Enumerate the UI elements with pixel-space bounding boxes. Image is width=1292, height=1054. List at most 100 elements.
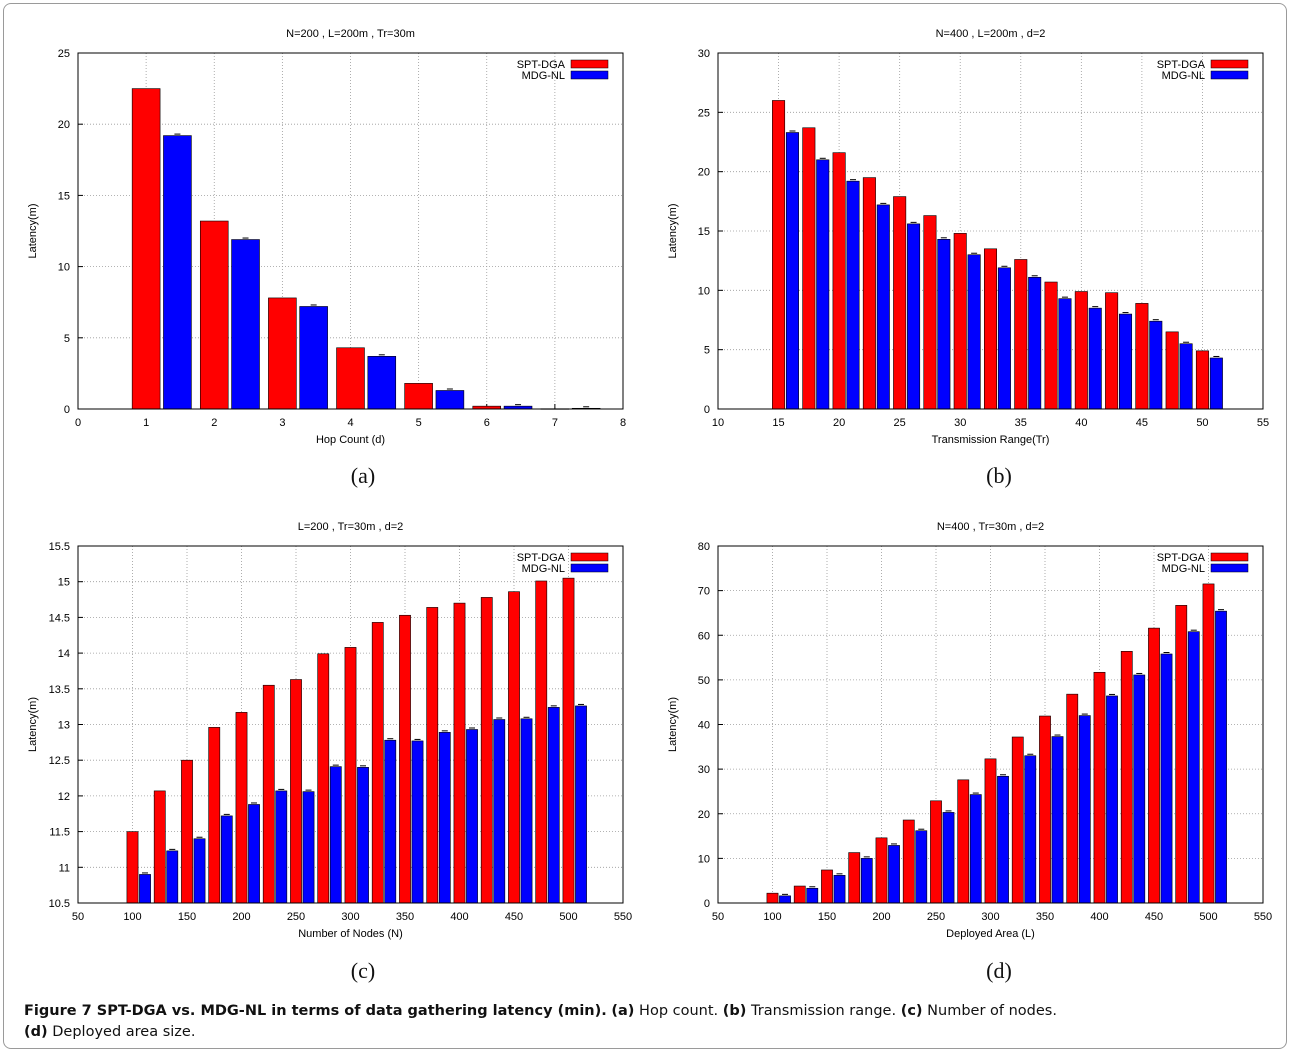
chart-b-y-axis-label: Latency(m) bbox=[667, 203, 679, 258]
chart-b-bar-mdg-nl bbox=[785, 132, 799, 410]
caption-b-text: Transmission range. bbox=[746, 1003, 901, 1019]
chart-c-bar-mdg-nl bbox=[166, 850, 179, 904]
chart-d-bar-mdg-nl bbox=[997, 775, 1009, 904]
chart-c-bar-mdg-nl bbox=[384, 739, 397, 904]
panel-label-d: (d) bbox=[986, 958, 1012, 983]
chart-panel-a: 0 1 2 3 4 5 6 7 8 0 5 10 15 20 25 N=200 , L=200m , Tr=3… bbox=[0, 18, 646, 493]
chart-c-plot-border bbox=[77, 545, 624, 904]
chart-d-x-axis-label: Deployed Area (L) bbox=[946, 928, 1035, 940]
chart-d-bar-mdg-nl bbox=[1215, 610, 1227, 904]
chart-a-plot-border bbox=[77, 52, 624, 410]
chart-d-bar-mdg-nl bbox=[969, 794, 982, 904]
chart-panel-b: 10 15 20 25 30 35 40 45 50 55 0 5 10 15 20 25 30 N=400 , … bbox=[646, 18, 1292, 493]
chart-d-bar-spt-dga bbox=[875, 837, 888, 904]
chart-d-x-tick-label: 550 bbox=[1254, 911, 1272, 923]
chart-b-x-tick-label: 35 bbox=[1015, 417, 1027, 429]
chart-d-bar-mdg-nl bbox=[1160, 653, 1173, 904]
chart-c-bar-spt-dga bbox=[235, 712, 248, 904]
chart-b-bar-mdg-nl bbox=[937, 239, 951, 410]
chart-a-x-tick-label: 0 bbox=[75, 417, 81, 429]
chart-d-x-tick-label: 50 bbox=[712, 911, 724, 923]
chart-d-bar-spt-dga bbox=[930, 800, 942, 904]
chart-b-y-tick-label: 10 bbox=[698, 285, 710, 297]
chart-a-bar-mdg-nl bbox=[367, 356, 397, 410]
caption-b-tag: (b) bbox=[722, 1003, 747, 1019]
chart-b-bar-spt-dga bbox=[802, 127, 816, 410]
chart-c-x-tick-label: 250 bbox=[287, 911, 305, 923]
chart-b-x-tick-label: 30 bbox=[954, 417, 966, 429]
chart-b-bar-spt-dga bbox=[923, 215, 937, 410]
chart-c-bar-mdg-nl bbox=[520, 718, 533, 904]
chart-b-bar-spt-dga bbox=[772, 100, 786, 410]
chart-b-y-tick-label: 15 bbox=[698, 226, 710, 238]
chart-a-x-tick-label: 2 bbox=[211, 417, 217, 429]
chart-b-legend-label: MDG-NL bbox=[1162, 70, 1205, 82]
caption-a-tag: (a) bbox=[611, 1003, 635, 1019]
chart-b-x-tick-label: 20 bbox=[833, 417, 845, 429]
chart-c-x-tick-label: 400 bbox=[450, 911, 468, 923]
chart-d-y-tick-label: 80 bbox=[698, 541, 710, 553]
chart-c-bar-spt-dga bbox=[426, 607, 439, 904]
chart-b-x-tick-label: 45 bbox=[1136, 417, 1148, 429]
chart-d-bar-spt-dga bbox=[957, 779, 970, 904]
chart-d-title: N=400 , Tr=30m , d=2 bbox=[937, 521, 1044, 533]
chart-d-x-tick-label: 150 bbox=[818, 911, 836, 923]
chart-d-legend-swatch bbox=[1210, 563, 1249, 573]
chart-c-y-axis-label: Latency(m) bbox=[27, 697, 39, 752]
chart-b-bar-mdg-nl bbox=[1119, 313, 1133, 410]
chart-d-y-tick-label: 50 bbox=[698, 675, 710, 687]
chart-b-x-tick-label: 55 bbox=[1257, 417, 1269, 429]
chart-b-y-tick-label: 0 bbox=[704, 404, 710, 416]
chart-c-x-tick-label: 150 bbox=[178, 911, 196, 923]
chart-b-y-tick-label: 30 bbox=[698, 48, 710, 60]
chart-a-legend-swatch bbox=[570, 59, 609, 69]
chart-c-bar-spt-dga bbox=[453, 602, 466, 904]
chart-d-bar-mdg-nl bbox=[1024, 755, 1037, 904]
chart-b-y-tick-label: 20 bbox=[698, 167, 710, 179]
chart-d-plot-border bbox=[717, 545, 1264, 904]
chart-c-y-tick-label: 11.5 bbox=[49, 827, 70, 839]
chart-c-x-tick-label: 350 bbox=[396, 911, 414, 923]
caption-c-tag: (c) bbox=[900, 1003, 923, 1019]
chart-a-legend-swatch bbox=[570, 70, 609, 80]
chart-d-x-tick-label: 450 bbox=[1145, 911, 1163, 923]
chart-c-bar-mdg-nl bbox=[220, 815, 233, 904]
chart-d-bar-mdg-nl bbox=[860, 858, 873, 904]
caption-c-text: Number of nodes. bbox=[922, 1003, 1057, 1019]
chart-panel-c: 50 100 150 200 250 300 350 400 450 500 550 10.5 11 11… bbox=[0, 511, 646, 986]
chart-d-bar-mdg-nl bbox=[942, 812, 955, 904]
chart-c-y-tick-label: 15 bbox=[58, 577, 70, 589]
chart-c-bar-mdg-nl bbox=[329, 766, 342, 904]
caption-title: Figure 7 SPT-DGA vs. MDG-NL in terms of … bbox=[24, 1003, 607, 1019]
chart-a-y-tick-label: 20 bbox=[58, 119, 70, 131]
chart-a-legend-label: MDG-NL bbox=[522, 70, 565, 82]
chart-c-x-tick-label: 550 bbox=[614, 911, 632, 923]
chart-d-bar-mdg-nl bbox=[1051, 736, 1064, 904]
chart-b-bar-spt-dga bbox=[1105, 292, 1119, 410]
chart-a-y-tick-label: 0 bbox=[64, 404, 70, 416]
chart-c-bar-mdg-nl bbox=[193, 838, 206, 904]
chart-d-x-tick-label: 250 bbox=[927, 911, 945, 923]
caption-a-text: Hop count. bbox=[634, 1003, 723, 1019]
chart-c-bar-mdg-nl bbox=[438, 732, 451, 904]
chart-d-bar-spt-dga bbox=[1120, 651, 1133, 904]
chart-b-bar-mdg-nl bbox=[846, 180, 860, 410]
chart-c-bar-spt-dga bbox=[399, 614, 411, 904]
chart-c-bar-mdg-nl bbox=[275, 790, 288, 904]
chart-b-y-tick-label: 25 bbox=[698, 107, 710, 119]
chart-d-y-tick-label: 20 bbox=[698, 809, 710, 821]
chart-b-bar-spt-dga bbox=[1135, 303, 1149, 410]
chart-c-bar-mdg-nl bbox=[466, 729, 478, 904]
chart-d-bar-spt-dga bbox=[984, 758, 997, 904]
chart-b-x-tick-label: 15 bbox=[772, 417, 784, 429]
chart-c-x-tick-label: 450 bbox=[505, 911, 523, 923]
chart-d-bar-mdg-nl bbox=[779, 895, 791, 904]
chart-c-bar-mdg-nl bbox=[547, 707, 560, 904]
chart-b-plot-border bbox=[717, 52, 1264, 410]
chart-d-bar-spt-dga bbox=[1148, 627, 1160, 904]
chart-d-bar-spt-dga bbox=[821, 869, 833, 904]
chart-d-y-tick-label: 10 bbox=[698, 853, 710, 865]
chart-b-y-tick-label: 5 bbox=[704, 345, 710, 357]
chart-a-x-tick-label: 8 bbox=[620, 417, 626, 429]
chart-b-bar-mdg-nl bbox=[1149, 320, 1163, 410]
